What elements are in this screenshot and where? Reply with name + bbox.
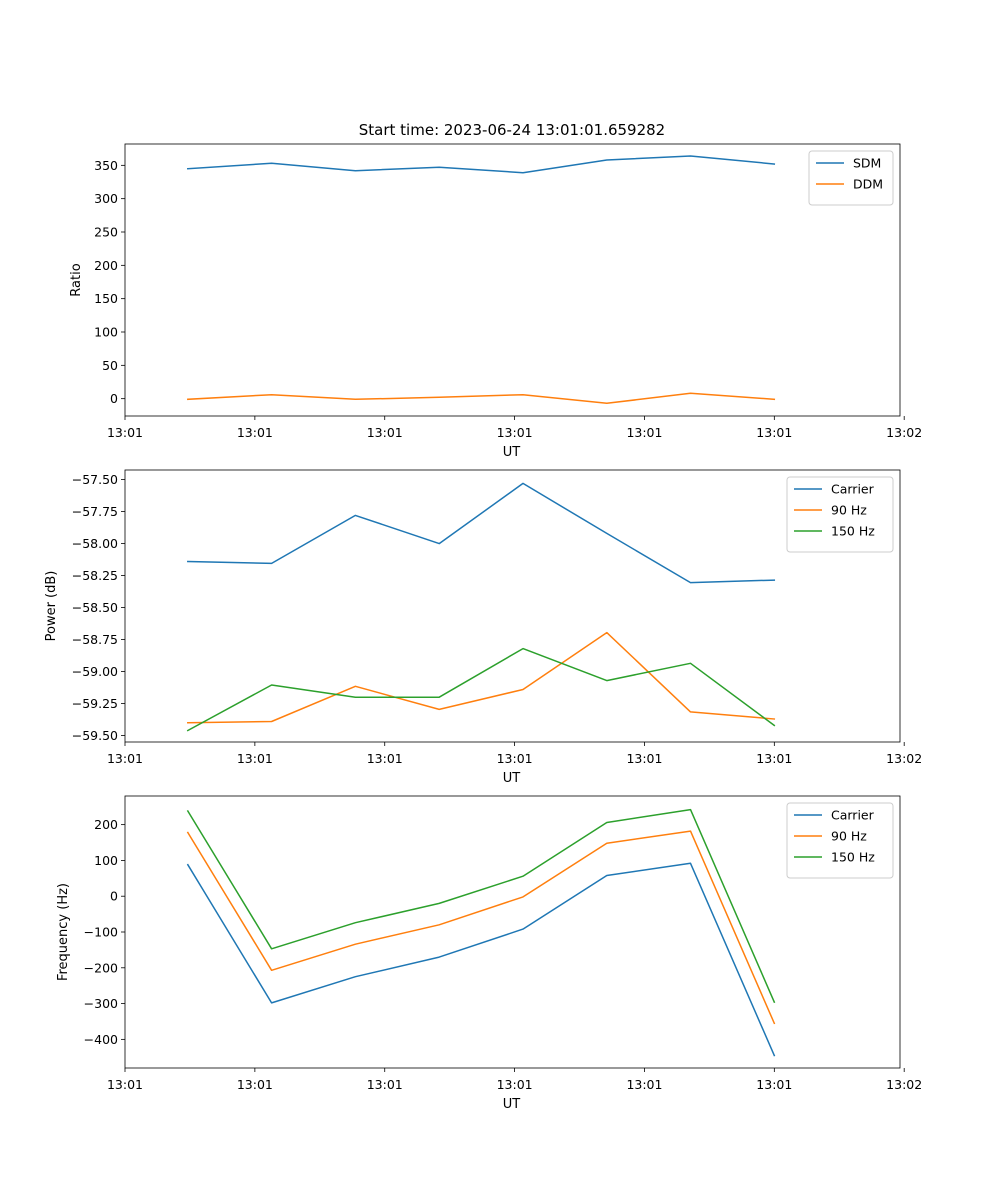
y-tick-label: −100 bbox=[84, 925, 118, 940]
y-tick-label: −58.00 bbox=[72, 536, 118, 551]
y-tick-label: −58.25 bbox=[72, 568, 118, 583]
y-tick-label: 350 bbox=[94, 158, 118, 173]
legend-label: 150 Hz bbox=[831, 524, 875, 539]
x-tick-label: 13:01 bbox=[107, 425, 143, 440]
x-tick-label: 13:01 bbox=[497, 1077, 533, 1092]
legend: Carrier 90 Hz 150 Hz bbox=[786, 476, 894, 553]
y-axis-label: Power (dB) bbox=[44, 571, 59, 642]
y-tick-label: −59.00 bbox=[72, 664, 118, 679]
legend-label: 90 Hz bbox=[831, 503, 867, 518]
x-tick-label: 13:01 bbox=[497, 425, 533, 440]
x-tick-label: 13:01 bbox=[626, 751, 662, 766]
y-tick-label: −300 bbox=[84, 996, 118, 1011]
y-tick-label: 100 bbox=[94, 325, 118, 340]
subplot-1: 13:01 13:01 13:01 13:01 13:01 13:01 13:02 0 50 10… bbox=[69, 143, 922, 460]
y-tick-label: 150 bbox=[94, 291, 118, 306]
y-tick-label: 250 bbox=[94, 225, 118, 240]
x-tick-label: 13:01 bbox=[756, 1077, 792, 1092]
x-tick-label: 13:01 bbox=[237, 751, 273, 766]
legend-label: 90 Hz bbox=[831, 829, 867, 844]
x-tick-label: 13:01 bbox=[367, 751, 403, 766]
x-tick-label: 13:01 bbox=[107, 1077, 143, 1092]
series-line-sdm bbox=[187, 155, 776, 174]
series-line-ddm bbox=[187, 392, 776, 405]
x-tick-label: 13:01 bbox=[237, 1077, 273, 1092]
series-line-carrier bbox=[187, 482, 776, 584]
x-tick-label: 13:01 bbox=[626, 1077, 662, 1092]
x-tick-label: 13:01 bbox=[237, 425, 273, 440]
legend-label: Carrier bbox=[831, 482, 875, 497]
x-tick-label: 13:01 bbox=[497, 751, 533, 766]
x-tick-label: 13:01 bbox=[107, 751, 143, 766]
x-tick-label: 13:01 bbox=[367, 425, 403, 440]
subplots: 13:01 13:01 13:01 13:01 13:01 13:01 13:02 0 50 10… bbox=[44, 143, 922, 1112]
x-tick-label: 13:02 bbox=[886, 425, 922, 440]
x-tick-label: 13:01 bbox=[756, 751, 792, 766]
legend-label: 150 Hz bbox=[831, 850, 875, 865]
y-tick-label: 100 bbox=[94, 853, 118, 868]
series-line-150-hz bbox=[186, 808, 776, 1004]
x-tick-label: 13:02 bbox=[886, 751, 922, 766]
series-line-carrier bbox=[186, 862, 776, 1057]
x-tick-label: 13:01 bbox=[756, 425, 792, 440]
y-tick-label: 200 bbox=[94, 817, 118, 832]
figure-title: Start time: 2023-06-24 13:01:01.659282 bbox=[359, 121, 665, 139]
x-axis-label: UT bbox=[503, 1097, 521, 1112]
legend-label: SDM bbox=[853, 156, 881, 171]
y-tick-label: −59.25 bbox=[72, 696, 118, 711]
y-tick-label: −400 bbox=[84, 1032, 118, 1047]
y-tick-label: 0 bbox=[110, 889, 118, 904]
legend-box bbox=[786, 802, 894, 879]
subplot-2: 13:01 13:01 13:01 13:01 13:01 13:01 13:02 −59.5… bbox=[44, 469, 922, 786]
series-line-150-hz bbox=[186, 647, 776, 732]
legend-label: Carrier bbox=[831, 808, 875, 823]
y-axis-label: Frequency (Hz) bbox=[56, 883, 71, 981]
series-line-90-hz bbox=[187, 631, 776, 724]
series-line-90-hz bbox=[186, 830, 776, 1025]
x-tick-label: 13:01 bbox=[626, 425, 662, 440]
y-tick-label: −200 bbox=[84, 960, 118, 975]
x-tick-label: 13:01 bbox=[367, 1077, 403, 1092]
y-tick-label: −59.50 bbox=[72, 728, 118, 743]
legend-box bbox=[808, 150, 894, 206]
y-tick-label: −57.75 bbox=[72, 504, 118, 519]
x-axis-label: UT bbox=[503, 445, 521, 460]
axes-frame bbox=[124, 469, 901, 743]
y-tick-label: 300 bbox=[94, 191, 118, 206]
axes-frame bbox=[124, 143, 901, 417]
y-tick-label: 50 bbox=[102, 358, 118, 373]
legend: SDM DDM bbox=[808, 150, 894, 206]
y-tick-label: 0 bbox=[110, 391, 118, 406]
subplot-3: 13:01 13:01 13:01 13:01 13:01 13:01 13:02 −400 −… bbox=[56, 795, 922, 1112]
x-axis-label: UT bbox=[503, 771, 521, 786]
y-axis-label: Ratio bbox=[69, 263, 84, 296]
legend-box bbox=[786, 476, 894, 553]
y-tick-label: −58.75 bbox=[72, 632, 118, 647]
y-tick-label: 200 bbox=[94, 258, 118, 273]
x-tick-label: 13:02 bbox=[886, 1077, 922, 1092]
y-tick-label: −57.50 bbox=[72, 472, 118, 487]
legend: Carrier 90 Hz 150 Hz bbox=[786, 802, 894, 879]
legend-label: DDM bbox=[853, 177, 883, 192]
y-tick-label: −58.50 bbox=[72, 600, 118, 615]
